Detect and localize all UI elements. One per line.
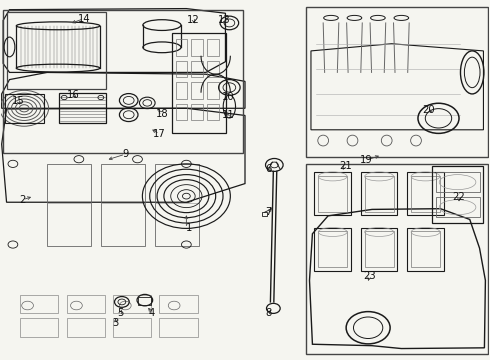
Text: 1: 1 xyxy=(186,224,192,233)
Text: 19: 19 xyxy=(360,155,372,165)
Text: 17: 17 xyxy=(153,129,166,139)
Text: 20: 20 xyxy=(422,105,435,115)
Text: 11: 11 xyxy=(221,111,234,121)
Text: 3: 3 xyxy=(112,319,119,328)
Text: 4: 4 xyxy=(149,308,155,318)
Text: 18: 18 xyxy=(156,109,168,119)
Text: 16: 16 xyxy=(67,90,79,100)
Text: 8: 8 xyxy=(265,308,271,318)
Text: 2: 2 xyxy=(20,195,26,205)
Text: 23: 23 xyxy=(363,271,376,281)
Text: 9: 9 xyxy=(122,149,128,159)
Text: 5: 5 xyxy=(117,308,123,318)
Text: 10: 10 xyxy=(221,92,234,102)
Text: 6: 6 xyxy=(265,163,271,174)
Text: 13: 13 xyxy=(218,15,231,26)
Text: 14: 14 xyxy=(77,14,90,24)
Text: 12: 12 xyxy=(187,15,200,26)
Text: 15: 15 xyxy=(12,96,24,106)
Text: 7: 7 xyxy=(265,207,271,217)
Text: 22: 22 xyxy=(453,192,466,202)
Text: 21: 21 xyxy=(339,161,351,171)
